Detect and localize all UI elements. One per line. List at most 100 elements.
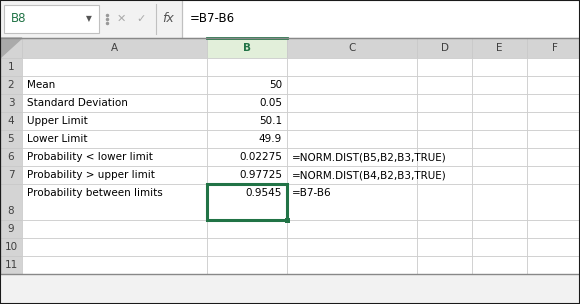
Bar — [207, 130, 287, 148]
Bar — [4, 5, 99, 33]
Bar — [472, 256, 527, 274]
Text: fx: fx — [162, 12, 174, 26]
Text: =NORM.DIST(B5,B2,B3,TRUE): =NORM.DIST(B5,B2,B3,TRUE) — [292, 152, 447, 162]
Text: Probability < lower limit: Probability < lower limit — [27, 152, 153, 162]
Bar — [527, 166, 580, 184]
Text: 5: 5 — [8, 134, 14, 144]
Bar — [472, 76, 527, 94]
Bar — [22, 220, 207, 238]
Bar — [0, 38, 580, 274]
Text: 0.97725: 0.97725 — [239, 170, 282, 180]
Bar — [417, 220, 472, 238]
Text: 10: 10 — [5, 242, 17, 252]
Bar — [0, 238, 22, 256]
Bar — [207, 94, 287, 112]
Bar — [287, 130, 417, 148]
Text: 11: 11 — [5, 260, 17, 270]
Bar — [527, 76, 580, 94]
Bar — [207, 256, 287, 274]
Bar — [417, 38, 472, 58]
Bar — [287, 220, 417, 238]
Text: Mean: Mean — [27, 80, 55, 90]
Text: 4: 4 — [8, 116, 14, 126]
Bar — [287, 38, 417, 58]
Bar — [207, 112, 287, 130]
Text: =B7-B6: =B7-B6 — [190, 12, 235, 26]
Text: 7: 7 — [8, 170, 14, 180]
Bar — [22, 184, 207, 220]
Bar — [0, 256, 22, 274]
Bar — [0, 184, 22, 220]
Bar — [0, 0, 580, 38]
Bar — [472, 166, 527, 184]
Bar — [472, 112, 527, 130]
Bar — [0, 130, 22, 148]
Bar — [417, 256, 472, 274]
Bar — [472, 184, 527, 220]
Bar — [207, 220, 287, 238]
Bar — [182, 0, 580, 38]
Bar — [472, 94, 527, 112]
Bar — [0, 166, 22, 184]
Text: 1: 1 — [8, 62, 14, 72]
Bar — [207, 38, 287, 58]
Bar — [527, 238, 580, 256]
Bar — [285, 217, 289, 223]
Bar — [22, 238, 207, 256]
Bar — [22, 58, 207, 76]
Bar — [527, 58, 580, 76]
Bar — [287, 184, 417, 220]
Text: Probability between limits: Probability between limits — [27, 188, 163, 198]
Text: 49.9: 49.9 — [259, 134, 282, 144]
Bar — [527, 220, 580, 238]
Text: 2: 2 — [8, 80, 14, 90]
Text: D: D — [440, 43, 448, 53]
Bar — [472, 58, 527, 76]
Text: 50: 50 — [269, 80, 282, 90]
Text: Lower Limit: Lower Limit — [27, 134, 88, 144]
Text: 50.1: 50.1 — [259, 116, 282, 126]
Bar — [472, 220, 527, 238]
Text: 0.05: 0.05 — [259, 98, 282, 108]
Text: C: C — [349, 43, 356, 53]
Bar — [22, 76, 207, 94]
Bar — [417, 94, 472, 112]
Text: B: B — [243, 43, 251, 53]
Polygon shape — [0, 38, 22, 58]
Bar — [22, 38, 207, 58]
Bar — [527, 184, 580, 220]
Bar — [22, 94, 207, 112]
Text: E: E — [496, 43, 503, 53]
Bar — [417, 130, 472, 148]
Bar — [22, 130, 207, 148]
Bar — [417, 238, 472, 256]
Bar — [22, 112, 207, 130]
Bar — [207, 238, 287, 256]
Text: Standard Deviation: Standard Deviation — [27, 98, 128, 108]
Text: Probability > upper limit: Probability > upper limit — [27, 170, 155, 180]
Bar — [527, 130, 580, 148]
Bar — [207, 58, 287, 76]
Bar — [287, 148, 417, 166]
Bar — [417, 184, 472, 220]
Bar — [287, 94, 417, 112]
Bar — [287, 112, 417, 130]
Bar — [22, 148, 207, 166]
Bar — [287, 76, 417, 94]
Bar — [207, 184, 287, 220]
Text: F: F — [552, 43, 557, 53]
Text: 8: 8 — [8, 206, 14, 216]
Bar — [472, 130, 527, 148]
Bar — [417, 148, 472, 166]
Bar — [527, 148, 580, 166]
Bar — [207, 166, 287, 184]
Text: A: A — [111, 43, 118, 53]
Bar — [207, 76, 287, 94]
Text: ✓: ✓ — [136, 14, 146, 24]
Bar — [472, 148, 527, 166]
Bar — [287, 256, 417, 274]
Bar — [417, 58, 472, 76]
Bar — [472, 38, 527, 58]
Bar — [0, 38, 22, 58]
Bar — [287, 166, 417, 184]
